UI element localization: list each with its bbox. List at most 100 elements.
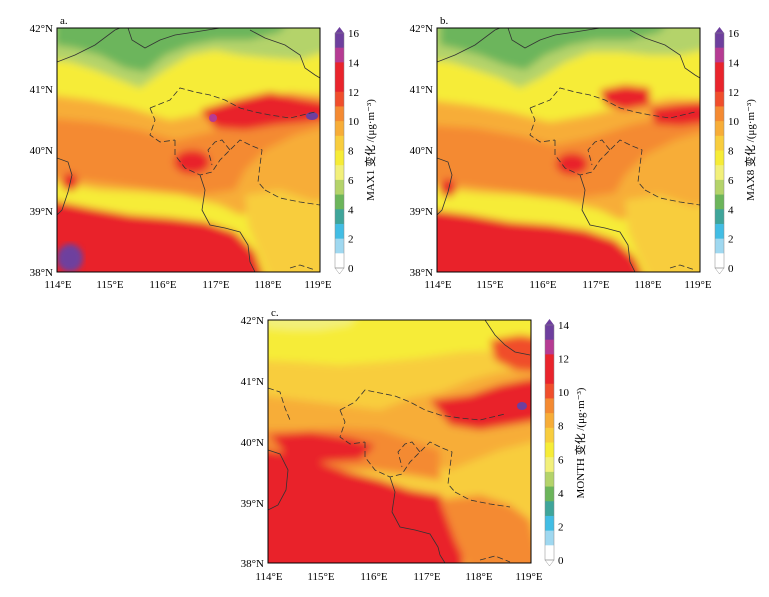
fill-orange-se xyxy=(440,495,531,563)
colorbar-swatch xyxy=(715,179,724,196)
colorbar-swatch xyxy=(715,150,724,166)
lon-label: 118°E xyxy=(465,571,492,583)
colorbar-swatch xyxy=(545,471,554,488)
colorbar-swatch xyxy=(545,354,554,370)
colorbar-swatch xyxy=(545,545,554,561)
colorbar-swatch xyxy=(335,62,344,78)
colorbar-tick-label: 8 xyxy=(558,421,564,433)
colorbar-tick-label: 6 xyxy=(558,454,564,466)
panel-a-lat-labels: 42°N 41°N 40°N 39°N 38°N xyxy=(30,23,53,279)
colorbar-a: 16 14 12 10 8 6 4 2 0 xyxy=(334,27,360,275)
colorbar-bottom-arrow xyxy=(714,267,725,275)
panel-c-frame xyxy=(267,319,532,564)
fill-red-west xyxy=(440,179,456,197)
colorbar-tick-label: 12 xyxy=(728,87,739,99)
colorbar-top-arrow xyxy=(545,319,554,325)
colorbar-tick-label: 10 xyxy=(558,387,570,399)
lon-label: 115°E xyxy=(96,279,123,291)
colorbar-swatch xyxy=(335,150,344,166)
colorbar-swatch xyxy=(545,383,554,399)
colorbar-swatch xyxy=(715,77,724,93)
colorbar-swatch xyxy=(545,369,554,385)
colorbar-swatch xyxy=(545,442,554,458)
panel-b: b. 42°N 41°N 40°N 39°N 38°N 114°E 115°E … xyxy=(410,15,712,291)
panel-b-lon-labels: 114°E 115°E 116°E 117°E 118°E 119°E xyxy=(424,279,711,291)
colorbar-swatch xyxy=(545,427,554,443)
fill-green xyxy=(440,28,664,70)
colorbar-tick-label: 2 xyxy=(558,521,564,533)
panel-b-boundaries xyxy=(437,28,700,272)
fill-light-orange-se xyxy=(625,195,700,272)
colorbar-tick-label: 8 xyxy=(728,146,734,158)
colorbar-frame xyxy=(544,324,555,561)
lon-label: 119°E xyxy=(684,279,711,291)
lat-label: 41°N xyxy=(410,84,433,96)
fill-green xyxy=(57,28,284,72)
colorbar-tick-label: 16 xyxy=(348,28,360,40)
lat-label: 42°N xyxy=(241,315,264,327)
colorbar-swatch xyxy=(335,165,344,181)
colorbar-swatch xyxy=(335,209,344,225)
colorbar-swatch xyxy=(335,47,344,63)
lat-label: 38°N xyxy=(30,267,53,279)
lon-label: 116°E xyxy=(149,279,176,291)
colorbar-tick-label: 4 xyxy=(558,488,564,500)
colorbar-tick-label: 10 xyxy=(728,116,740,128)
lat-label: 39°N xyxy=(410,206,433,218)
colorbar-c-title: MONTH 变化 /(μg·m⁻³) xyxy=(573,387,587,498)
fill-purple-sw xyxy=(57,244,83,272)
panel-a-lon-labels: 114°E 115°E 116°E 117°E 118°E 119°E xyxy=(44,279,331,291)
panel-a-frame xyxy=(56,27,321,273)
colorbar-swatch xyxy=(715,106,724,122)
panel-a-boundaries xyxy=(57,28,320,272)
panel-c-lat-labels: 42°N 41°N 40°N 39°N 38°N xyxy=(241,315,264,570)
lon-label: 115°E xyxy=(476,279,503,291)
colorbar-swatch xyxy=(335,253,344,269)
colorbar-tick-label: 12 xyxy=(558,354,569,366)
colorbar-tick-label: 4 xyxy=(348,204,354,216)
fill-red-ne xyxy=(200,92,320,130)
colorbar-bottom-arrow xyxy=(334,267,345,275)
panel-b-map xyxy=(437,28,700,272)
lon-label: 117°E xyxy=(202,279,229,291)
colorbar-swatch xyxy=(545,486,554,502)
colorbar-swatch xyxy=(715,238,724,254)
panel-a-label: a. xyxy=(60,15,68,27)
colorbar-swatch xyxy=(715,33,724,49)
colorbar-tick-label: 14 xyxy=(728,57,740,69)
fill-red-beijing xyxy=(556,153,588,175)
panel-c: c. 42°N 41°N 40°N 39°N 38°N 114°E 115°E … xyxy=(241,307,543,583)
colorbar-swatch xyxy=(715,253,724,269)
lat-label: 38°N xyxy=(241,558,264,570)
colorbar-tick-label: 4 xyxy=(728,204,734,216)
lat-label: 38°N xyxy=(410,267,433,279)
fill-red-orange-ne xyxy=(490,335,531,372)
panel-c-map xyxy=(268,320,531,563)
colorbar-swatch xyxy=(545,325,554,341)
panel-a-map xyxy=(57,28,320,272)
colorbar-tick-label: 14 xyxy=(348,57,360,69)
lon-label: 114°E xyxy=(255,571,282,583)
colorbar-swatch xyxy=(715,223,724,240)
colorbar-frame xyxy=(334,32,345,269)
colorbar-swatch xyxy=(715,209,724,225)
colorbar-tick-label: 12 xyxy=(348,87,359,99)
lat-label: 39°N xyxy=(241,498,264,510)
lon-label: 115°E xyxy=(307,571,334,583)
colorbar-swatch xyxy=(545,398,554,414)
colorbar-b-title: MAX8 变化 /(μg·m⁻³) xyxy=(743,99,757,201)
colorbar-swatch xyxy=(335,135,344,151)
colorbar-swatch xyxy=(545,515,554,532)
colorbar-tick-label: 2 xyxy=(348,234,354,246)
colorbar-swatch xyxy=(335,106,344,122)
colorbar-swatch xyxy=(545,413,554,429)
colorbar-bottom-arrow xyxy=(544,559,555,567)
fill-red-beijing xyxy=(174,150,210,174)
colorbar-frame xyxy=(714,32,725,269)
colorbar-swatch xyxy=(335,91,344,107)
fill-yellow xyxy=(268,320,531,365)
lon-label: 116°E xyxy=(529,279,556,291)
panel-b-frame xyxy=(436,27,701,273)
colorbar-swatch xyxy=(545,501,554,517)
colorbar-swatch xyxy=(335,238,344,254)
